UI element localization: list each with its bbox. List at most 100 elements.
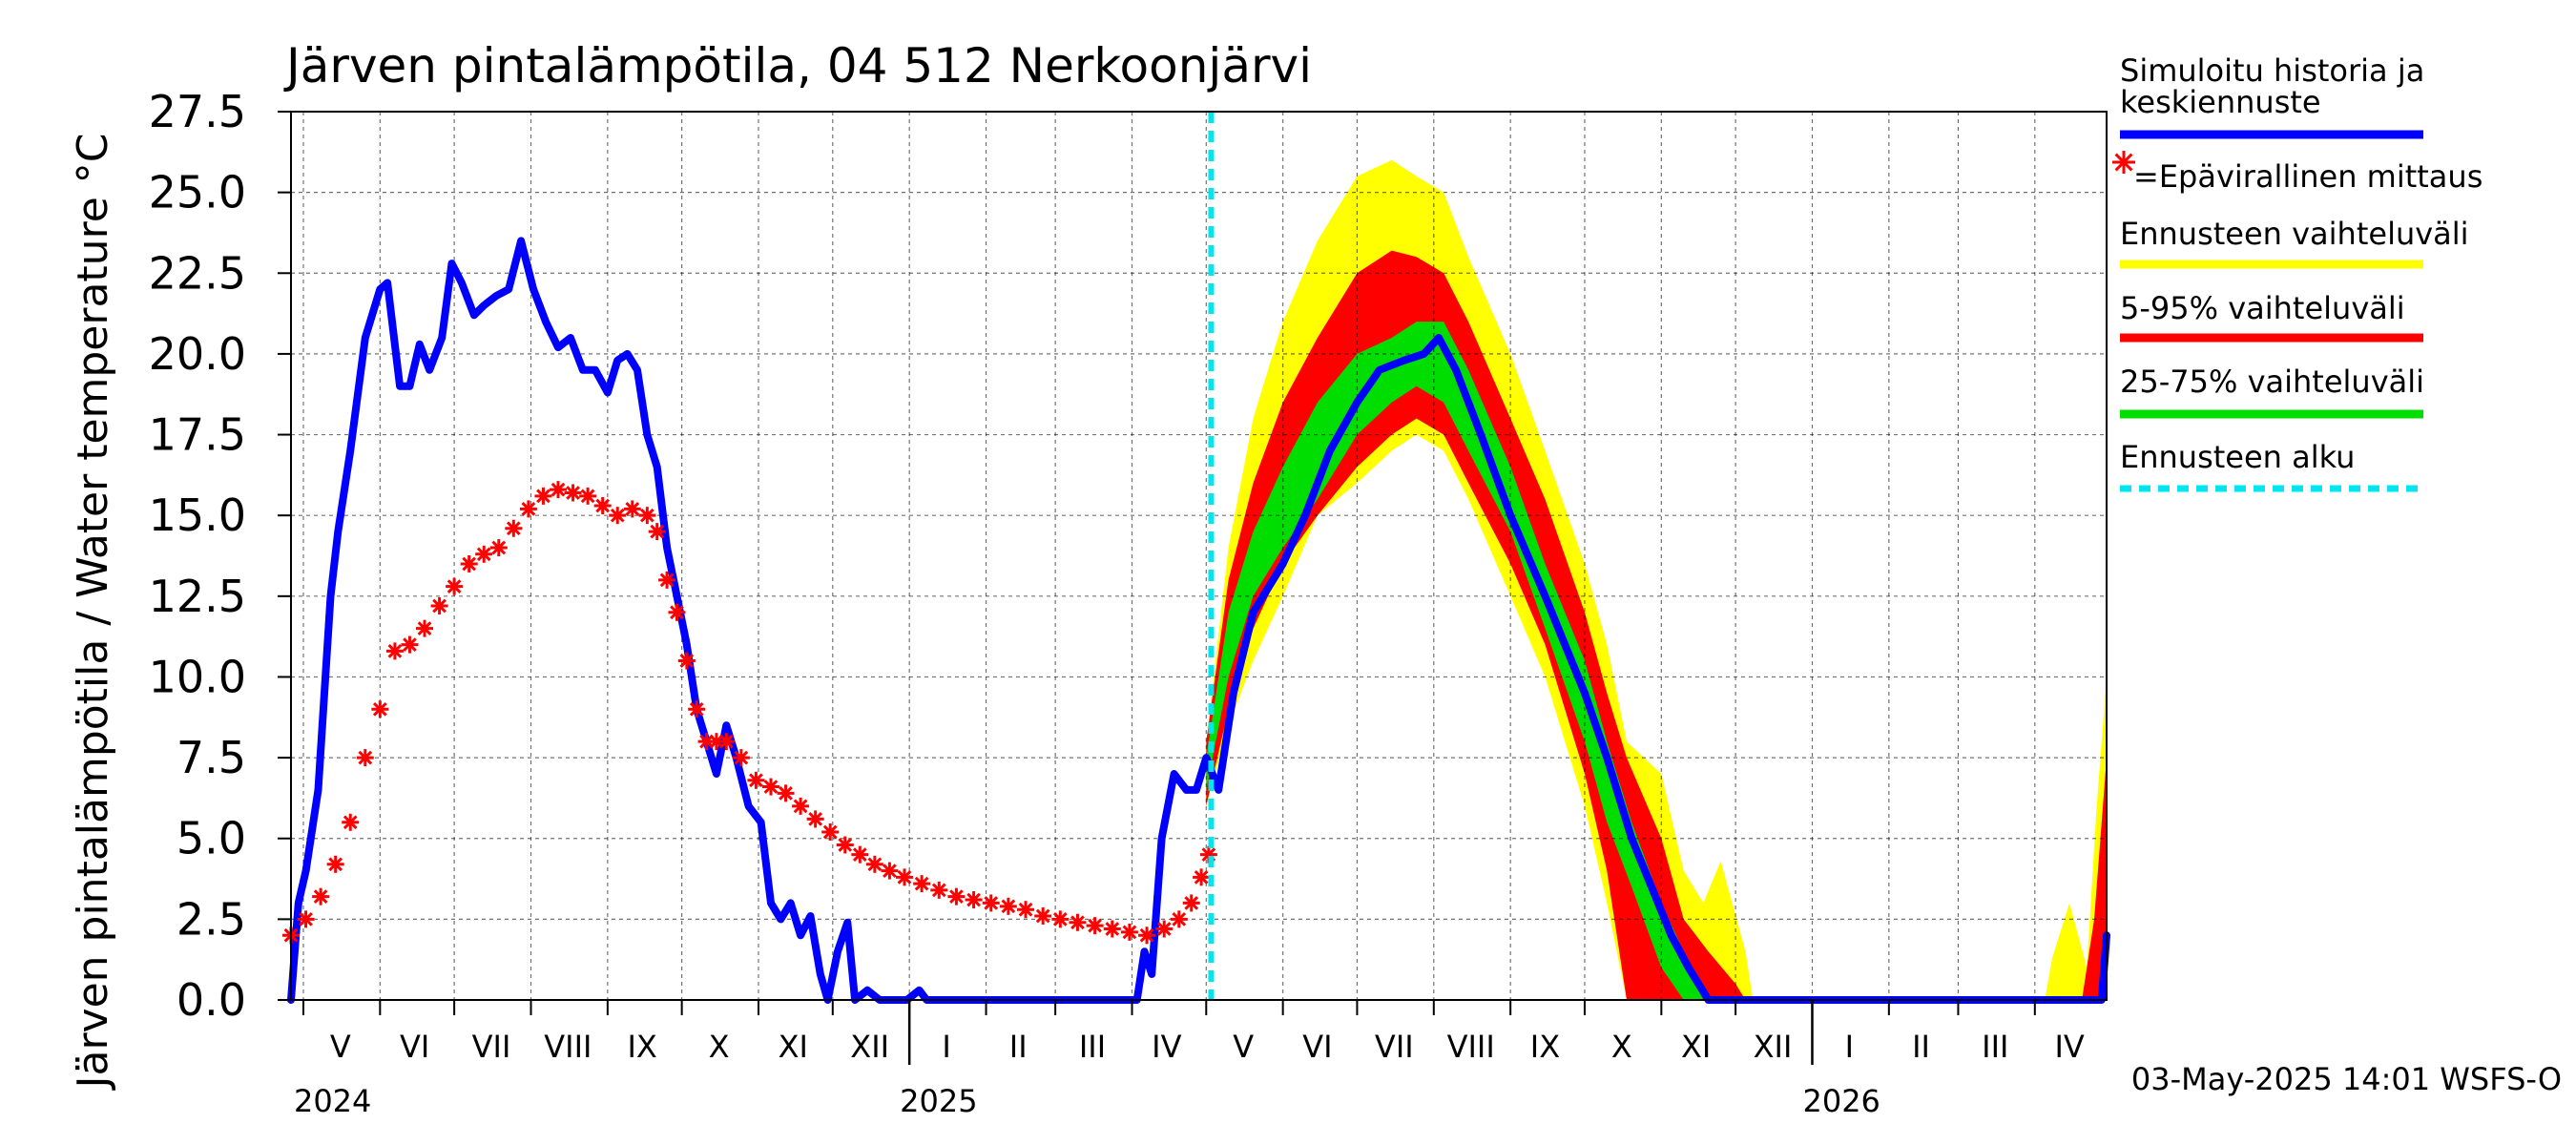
measurement-point [564, 484, 582, 502]
measurement-point [1120, 923, 1138, 941]
marker-stroke [1139, 927, 1154, 943]
marker-stroke [984, 896, 999, 910]
month-label: V [1233, 1029, 1254, 1065]
measurement-point [717, 733, 736, 751]
measurement-point [519, 500, 537, 518]
measurement-point [1051, 910, 1070, 928]
marker-stroke [1201, 847, 1216, 863]
marker-stroke [491, 540, 507, 555]
measurement-point [1155, 920, 1174, 938]
marker-stroke [1122, 925, 1137, 940]
measurement-point [851, 845, 869, 864]
legend-label-range-25-75: 25-75% vaihteluväli [2120, 364, 2424, 400]
y-tick-label: 7.5 [177, 732, 246, 783]
marker-stroke [403, 637, 417, 652]
measurement-point [965, 891, 983, 909]
measurement-point [913, 875, 931, 893]
marker-stroke [808, 812, 823, 826]
marker-stroke [1035, 908, 1050, 924]
month-label: VIII [1447, 1029, 1495, 1065]
band-1 [1206, 250, 2107, 1001]
month-label: XII [850, 1029, 889, 1065]
measurement-point [593, 497, 612, 515]
marker-stroke [1105, 922, 1120, 936]
marker-stroke [883, 864, 897, 878]
marker-stroke [966, 892, 981, 907]
y-tick-label: 10.0 [149, 651, 246, 702]
measurement-point [505, 519, 523, 537]
measurement-point [1170, 910, 1188, 928]
marker-stroke [639, 508, 654, 523]
marker-stroke [1184, 896, 1199, 910]
measurement-point [475, 545, 493, 563]
marker-stroke [793, 799, 808, 814]
month-label: III [1079, 1029, 1106, 1065]
y-tick-label: 22.5 [149, 247, 246, 299]
measurement-point [777, 784, 795, 802]
measurement-point [1103, 920, 1121, 938]
marker-stroke [1194, 869, 1209, 885]
marker-stroke [625, 502, 640, 516]
marker-stroke [432, 598, 447, 614]
legend-label-simulated: Simuloitu historia ja [2120, 52, 2424, 89]
marker-stroke [372, 701, 387, 717]
marker-stroke [659, 572, 675, 588]
measurement-point [297, 910, 315, 928]
measurement-point [550, 481, 568, 499]
grid-lines [291, 112, 2107, 1000]
marker-stroke [914, 876, 929, 891]
measurement-point [881, 862, 899, 880]
month-label: IX [627, 1029, 656, 1065]
marker-stroke [1172, 912, 1187, 926]
y-tick-label: 15.0 [149, 489, 246, 541]
measurement-point [982, 894, 1000, 912]
measurement-point [446, 577, 464, 595]
y-tick-label: 17.5 [149, 409, 246, 461]
year-label: 2026 [1802, 1083, 1880, 1119]
measurement-point [1086, 917, 1104, 935]
measurement-point [1017, 901, 1035, 919]
measurement-point [1069, 913, 1087, 931]
month-label: X [709, 1029, 730, 1065]
marker-stroke [313, 889, 328, 905]
month-label: XI [1681, 1029, 1711, 1065]
y-tick-label: 12.5 [149, 571, 246, 622]
month-label: I [1845, 1029, 1854, 1065]
axes: 0.0 2.5 5.0 7.5 10.0 12.5 15.0 17.5 20.0 22.5 25.0… [149, 86, 2108, 1119]
measurement-point [430, 596, 448, 614]
measurement-point [401, 635, 419, 654]
marker-stroke [1070, 915, 1085, 930]
measurement-point [648, 523, 666, 541]
marker-stroke [580, 489, 595, 504]
month-label: VII [1375, 1029, 1414, 1065]
measurement-point [688, 700, 706, 718]
month-label: II [1009, 1029, 1028, 1065]
marker-stroke [689, 701, 704, 717]
marker-stroke [343, 815, 358, 830]
marker-stroke [551, 482, 566, 497]
marker-stroke [1088, 918, 1102, 933]
marker-stroke [595, 498, 611, 513]
month-label: VI [1302, 1029, 1332, 1065]
marker-stroke [299, 912, 313, 926]
measurement-point [1193, 868, 1211, 886]
month-label: VIII [544, 1029, 592, 1065]
measurement-point [865, 855, 883, 873]
measurement-point [732, 749, 750, 767]
series-lines [287, 237, 2110, 1004]
measurement-point [342, 813, 360, 831]
y-tick-label: 20.0 [149, 328, 246, 380]
measurement-point [806, 810, 824, 828]
measurement-point [416, 619, 434, 637]
legend-label-forecast-range: Ennusteen vaihteluväli [2120, 216, 2469, 252]
measurement-point [1034, 906, 1052, 925]
measurement-point [947, 887, 966, 906]
marker-stroke [838, 838, 853, 852]
month-label: IV [2054, 1029, 2084, 1065]
marker-stroke [670, 605, 684, 620]
forecast-bands [1206, 159, 2107, 1001]
measurement-point [609, 507, 627, 525]
marker-stroke [610, 508, 625, 523]
measurement-point [326, 855, 344, 873]
